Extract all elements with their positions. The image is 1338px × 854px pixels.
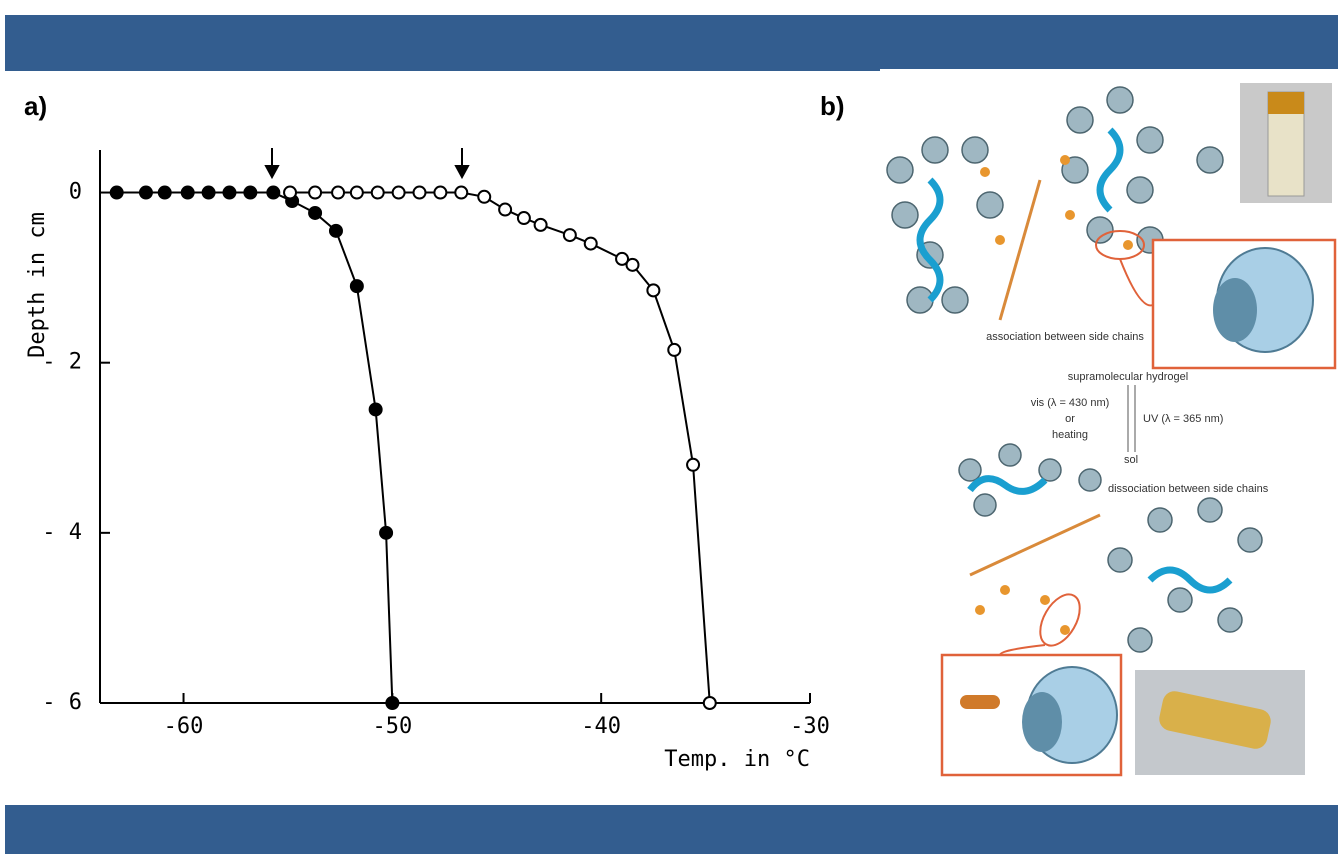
data-point — [180, 185, 195, 200]
data-point — [157, 185, 172, 200]
bar-notch — [880, 69, 1338, 73]
series-line — [116, 191, 394, 704]
data-point — [349, 279, 364, 294]
data-point — [516, 211, 531, 226]
data-point — [646, 283, 661, 298]
data-point — [477, 189, 492, 204]
panel-label: a) — [24, 91, 47, 121]
y-axis-title: Depth in cm — [25, 212, 50, 358]
diagram-label: or — [1065, 413, 1075, 425]
data-point — [625, 257, 640, 272]
series-line — [290, 191, 711, 704]
diagram-label: dissociation between side chains — [1108, 483, 1269, 495]
data-point — [533, 217, 548, 232]
data-point — [138, 185, 153, 200]
data-point — [331, 185, 346, 200]
data-point — [583, 236, 598, 251]
top-bar — [5, 15, 1338, 71]
polymer-chain — [998, 179, 1042, 321]
x-tick-label: -50 — [372, 714, 412, 739]
data-point — [368, 402, 383, 417]
data-point — [562, 228, 577, 243]
vial — [1159, 691, 1271, 749]
data-point — [308, 185, 323, 200]
diagram-label: supramolecular hydrogel — [1068, 371, 1188, 383]
data-point — [222, 185, 237, 200]
data-point — [283, 185, 298, 200]
data-point — [109, 185, 124, 200]
data-point — [379, 525, 394, 540]
data-point — [702, 696, 717, 710]
x-axis-title: Temp. in °C — [664, 747, 810, 772]
gel — [1268, 92, 1304, 114]
diagram-label: association between side chains — [986, 331, 1144, 343]
diagram-label: vis (λ = 430 nm) — [1031, 397, 1110, 409]
data-point — [498, 202, 513, 217]
data-point — [328, 223, 343, 238]
arrows — [264, 148, 470, 180]
x-tick-label: -60 — [164, 714, 204, 739]
data-point — [266, 185, 281, 200]
data-point — [412, 185, 427, 200]
diagram-label: sol — [1124, 454, 1138, 466]
data-point — [454, 185, 469, 200]
diagram: association between side chains supramol… — [886, 83, 1337, 777]
x-tick-label: -40 — [581, 714, 621, 739]
y-tick-label: - 6 — [42, 690, 82, 715]
bottom-bar — [5, 805, 1338, 854]
data-point — [243, 185, 258, 200]
diagram-label: UV (λ = 365 nm) — [1143, 413, 1223, 425]
data-point — [615, 251, 630, 266]
y-tick-label: - 2 — [42, 350, 82, 375]
data-point — [433, 185, 448, 200]
polymer-chain — [969, 513, 1101, 577]
x-tick-label: -30 — [790, 714, 830, 739]
data-point — [667, 342, 682, 357]
data-point — [385, 696, 400, 710]
data-point — [686, 457, 701, 472]
data-point — [370, 185, 385, 200]
data-point — [201, 185, 216, 200]
y-tick-label: - 4 — [42, 520, 82, 545]
data-point — [349, 185, 364, 200]
data-point — [391, 185, 406, 200]
panel-label: b) — [820, 91, 845, 121]
diagram-label: heating — [1052, 429, 1088, 441]
data-point — [308, 205, 323, 220]
y-tick-label: 0 — [69, 180, 82, 205]
